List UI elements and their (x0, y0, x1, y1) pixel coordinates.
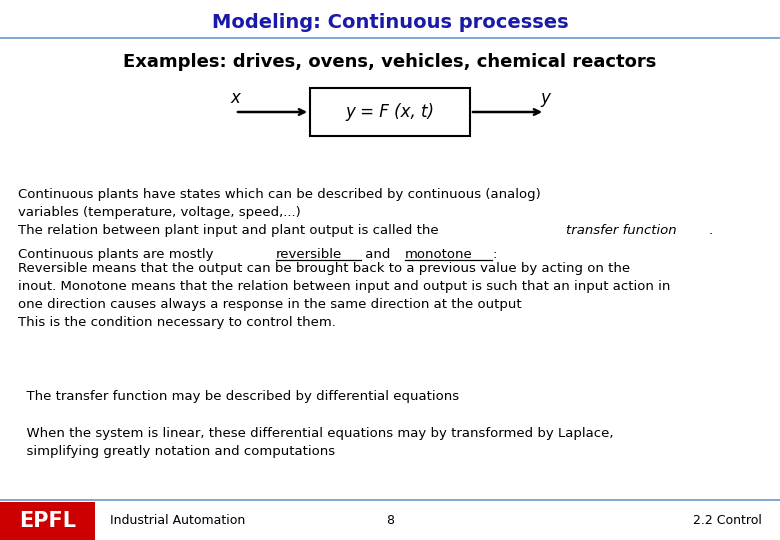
Text: Modeling: Continuous processes: Modeling: Continuous processes (211, 12, 569, 31)
Text: Industrial Automation: Industrial Automation (110, 515, 245, 528)
Text: When the system is linear, these differential equations may by transformed by La: When the system is linear, these differe… (18, 427, 614, 458)
Text: y = F (x, t): y = F (x, t) (346, 103, 434, 121)
Text: EPFL: EPFL (20, 511, 76, 531)
Text: Continuous plants have states which can be described by continuous (analog)
vari: Continuous plants have states which can … (18, 188, 541, 219)
Text: 8: 8 (386, 515, 394, 528)
Text: y: y (540, 89, 550, 107)
Text: x: x (230, 89, 240, 107)
Text: 2.2 Control: 2.2 Control (693, 515, 762, 528)
Text: Examples: drives, ovens, vehicles, chemical reactors: Examples: drives, ovens, vehicles, chemi… (123, 53, 657, 71)
Text: .: . (709, 224, 713, 237)
Text: and: and (361, 248, 395, 261)
Text: Continuous plants are mostly: Continuous plants are mostly (18, 248, 218, 261)
Text: reversible: reversible (276, 248, 342, 261)
Text: monotone: monotone (405, 248, 473, 261)
Text: The transfer function may be described by differential equations: The transfer function may be described b… (18, 390, 459, 403)
Text: transfer function: transfer function (566, 224, 677, 237)
Bar (310, 88, 470, 136)
Text: :: : (492, 248, 496, 261)
Bar (0, 502, 95, 540)
Text: The relation between plant input and plant output is called the: The relation between plant input and pla… (18, 224, 443, 237)
Text: Reversible means that the output can be brought back to a previous value by acti: Reversible means that the output can be … (18, 262, 670, 329)
